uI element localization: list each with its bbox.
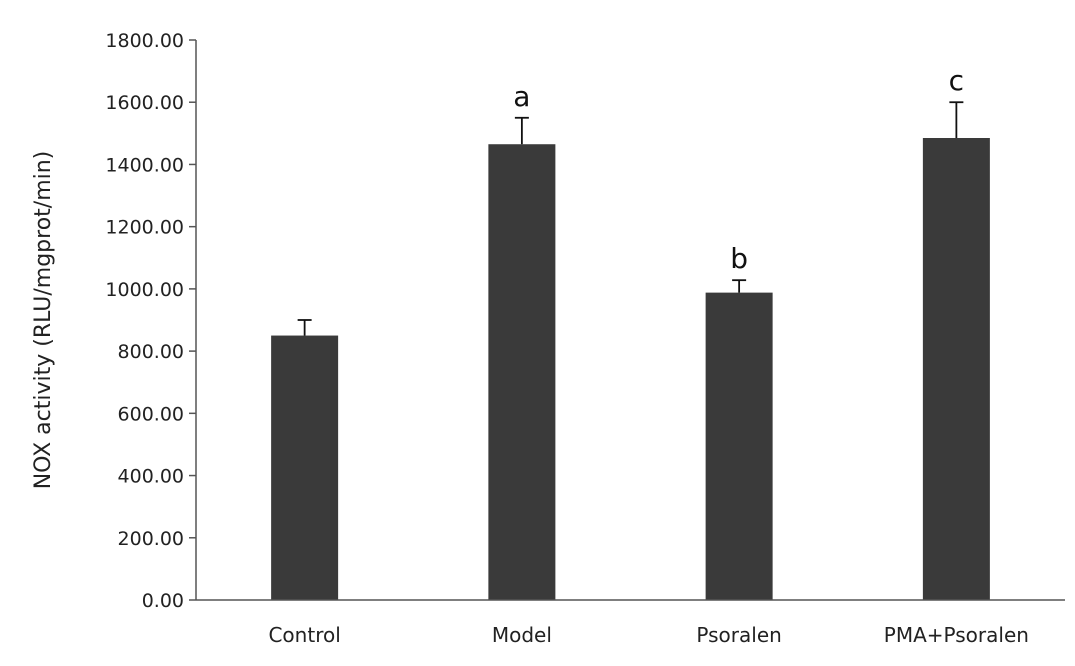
y-tick-label: 1400.00: [105, 154, 184, 176]
significance-label: a: [513, 80, 530, 113]
y-tick-label: 1200.00: [105, 217, 184, 239]
bar-model: [488, 144, 556, 600]
significance-label: b: [730, 242, 748, 275]
bars-group: a b c: [271, 64, 990, 600]
y-tick-label: 200.00: [118, 528, 184, 550]
y-tick-label: 400.00: [118, 466, 184, 488]
y-tick-label: 1800.00: [105, 30, 184, 52]
bar-psoralen: [705, 292, 773, 600]
y-tick-label: 1000.00: [105, 279, 184, 301]
y-tick-label: 600.00: [118, 403, 184, 425]
bar-control: [271, 335, 339, 600]
x-tick-label: PMA+Psoralen: [884, 623, 1029, 647]
bar-pma-psoralen: [922, 138, 990, 600]
y-tick-label: 0.00: [142, 590, 184, 612]
y-tick-label: 800.00: [118, 341, 184, 363]
x-tick-label: Control: [268, 623, 340, 647]
significance-label: c: [949, 64, 964, 97]
y-tick-label: 1600.00: [105, 92, 184, 114]
x-tick-label: Model: [492, 623, 552, 647]
y-axis: 0.00 200.00 400.00 600.00 800.00 1000.00 1200.…: [105, 30, 196, 612]
x-tick-label: Psoralen: [696, 623, 781, 647]
x-axis-labels: Control Model Psoralen PMA+Psoralen: [268, 623, 1028, 647]
y-axis-title: NOX activity (RLU/mgprot/min): [31, 151, 56, 490]
